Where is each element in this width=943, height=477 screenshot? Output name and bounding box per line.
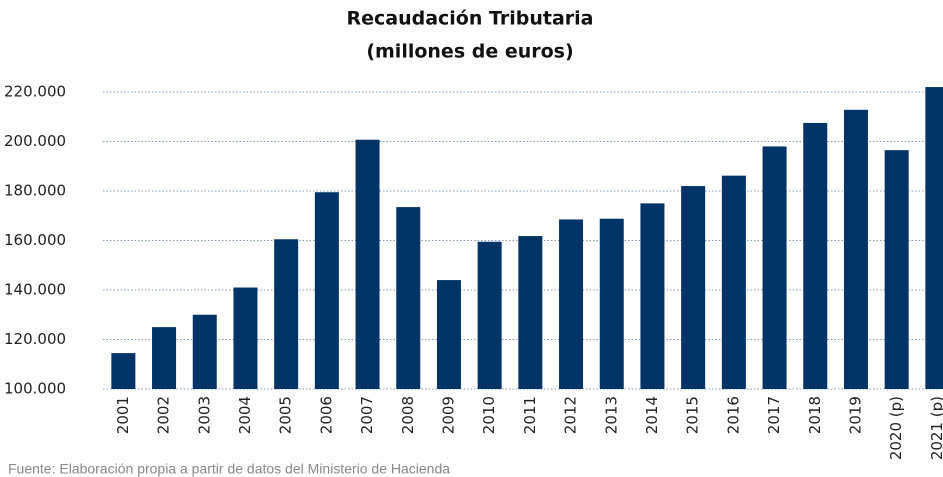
y-tick-label: 200.000 <box>4 132 66 150</box>
bar <box>762 146 787 389</box>
y-tick-label: 160.000 <box>4 231 66 249</box>
bar <box>355 139 380 389</box>
bar <box>436 280 461 389</box>
y-tick-label: 180.000 <box>4 182 66 200</box>
bar <box>518 236 543 389</box>
x-tick-label: 2004 <box>236 396 254 434</box>
bar <box>396 207 421 389</box>
x-tick-label: 2020 (p) <box>887 396 905 460</box>
x-tick-label: 2003 <box>195 396 213 434</box>
x-tick-label: 2010 <box>480 396 498 434</box>
y-tick-label: 220.000 <box>4 83 66 101</box>
bar <box>721 175 746 389</box>
x-tick-label: 2007 <box>358 396 376 434</box>
x-tick-label: 2001 <box>114 396 132 434</box>
x-tick-label: 2005 <box>277 396 295 434</box>
chart-title: Recaudación Tributaria <box>346 8 593 30</box>
x-tick-label: 2008 <box>399 396 417 434</box>
chart-subtitle: (millones de euros) <box>366 41 573 63</box>
x-tick-label: 2021 (p) <box>928 396 943 460</box>
x-tick-label: 2012 <box>562 396 580 434</box>
x-tick-label: 2002 <box>155 396 173 434</box>
bar <box>152 327 177 389</box>
bar <box>233 287 258 389</box>
x-tick-label: 2011 <box>521 396 539 434</box>
y-tick-label: 120.000 <box>4 330 66 348</box>
bar <box>477 241 502 389</box>
bar <box>640 203 665 389</box>
bar <box>843 109 868 389</box>
x-tick-label: 2019 <box>846 396 864 434</box>
bar <box>111 353 136 389</box>
x-tick-label: 2006 <box>317 396 335 434</box>
x-tick-label: 2014 <box>643 396 661 434</box>
bar <box>803 122 828 389</box>
x-tick-label: 2015 <box>684 396 702 434</box>
x-tick-label: 2016 <box>724 396 742 434</box>
x-tick-label: 2013 <box>602 396 620 434</box>
x-tick-label: 2018 <box>806 396 824 434</box>
bar <box>884 150 909 389</box>
bar <box>925 87 943 390</box>
y-tick-label: 100.000 <box>4 380 66 398</box>
bar <box>559 219 584 389</box>
source-note: Fuente: Elaboración propia a partir de d… <box>8 461 450 477</box>
bar <box>681 186 706 389</box>
x-tick-label: 2009 <box>439 396 457 434</box>
bar <box>274 239 299 389</box>
bar <box>314 192 339 389</box>
bar <box>599 218 624 389</box>
x-tick-label: 2017 <box>765 396 783 434</box>
bar <box>192 314 217 389</box>
y-tick-label: 140.000 <box>4 281 66 299</box>
